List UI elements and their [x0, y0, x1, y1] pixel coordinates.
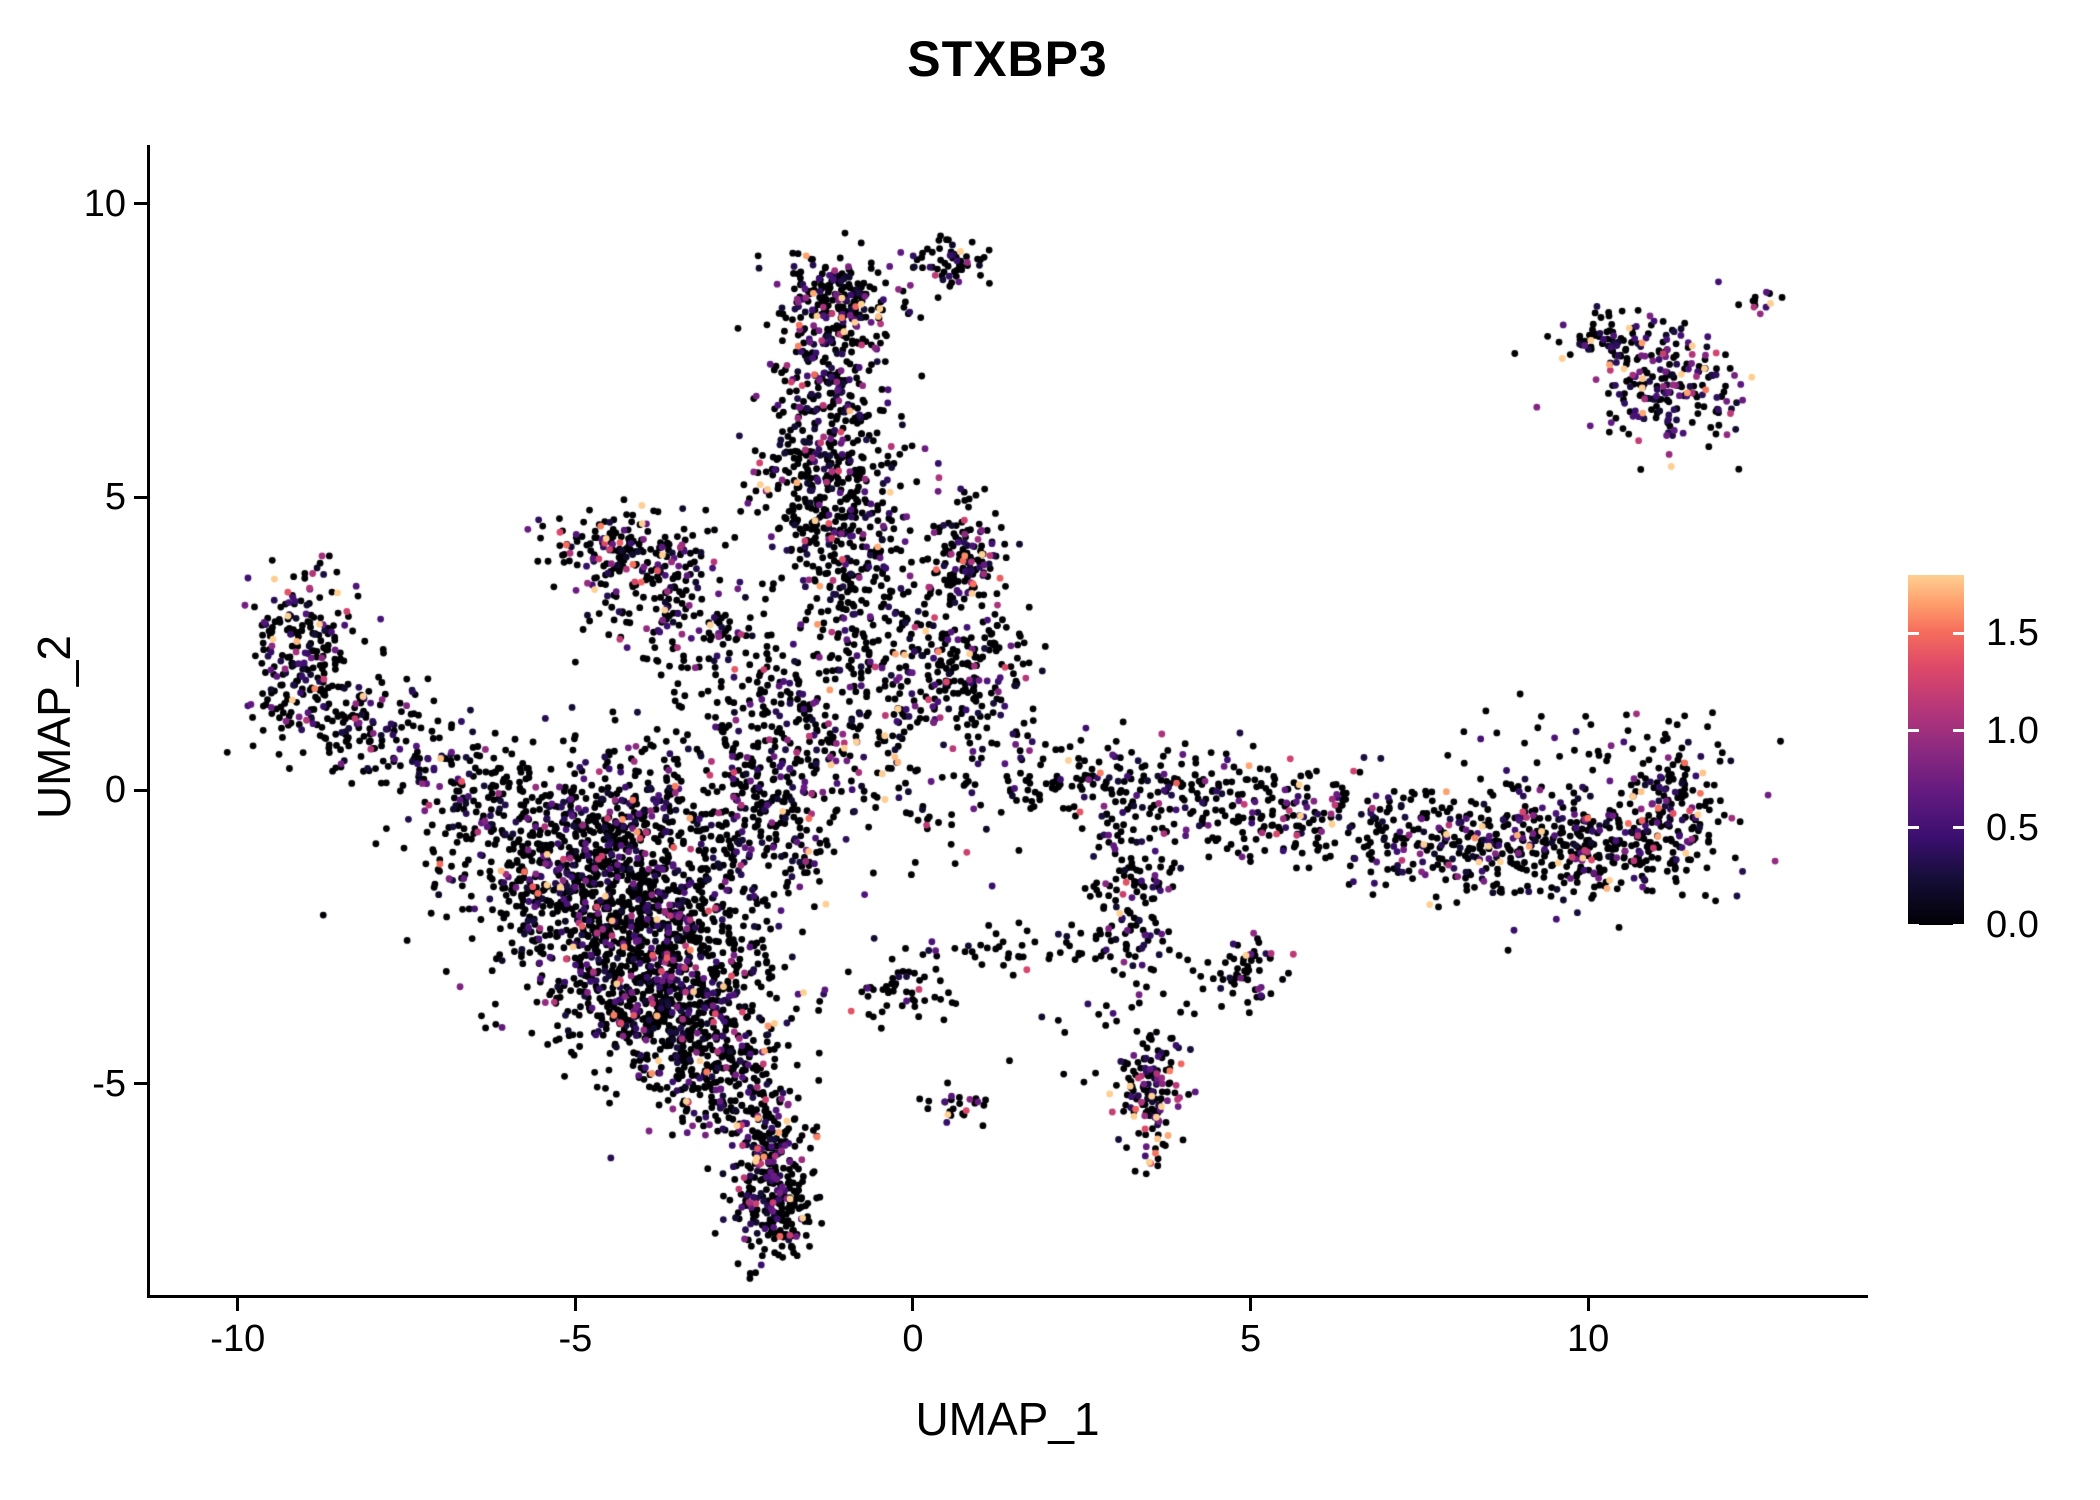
- x-tick-mark: [1586, 1298, 1590, 1311]
- colorbar-tick-label: 1.5: [1986, 612, 2039, 655]
- y-tick-label: 5: [104, 476, 126, 519]
- x-tick-label: 10: [1567, 1318, 1610, 1360]
- y-tick-mark: [134, 495, 147, 499]
- colorbar-tick-mark: [1953, 631, 1964, 635]
- y-tick-mark: [134, 1082, 147, 1086]
- x-tick-label: 0: [902, 1318, 924, 1360]
- colorbar-tick-mark: [1908, 923, 1919, 927]
- x-tick-mark: [573, 1298, 577, 1311]
- y-axis-line: [147, 145, 150, 1298]
- colorbar-tick-mark: [1908, 631, 1919, 635]
- colorbar-tick-label: 0.5: [1986, 806, 2039, 849]
- y-tick-label: -5: [92, 1062, 126, 1105]
- y-tick-mark: [134, 788, 147, 792]
- x-axis-title: UMAP_1: [915, 1393, 1100, 1445]
- x-tick-mark: [911, 1298, 915, 1311]
- x-axis-line: [147, 1295, 1868, 1298]
- x-tick-mark: [1249, 1298, 1253, 1311]
- colorbar-gradient: [1908, 575, 1964, 925]
- colorbar-tick-mark: [1908, 826, 1919, 830]
- colorbar-tick-label: 1.0: [1986, 709, 2039, 752]
- colorbar-tick-label: 0.0: [1986, 904, 2039, 946]
- y-axis-title: UMAP_2: [28, 634, 80, 820]
- colorbar-tick-mark: [1953, 826, 1964, 830]
- y-tick-label: 10: [83, 182, 126, 225]
- x-tick-label: -10: [210, 1318, 266, 1360]
- colorbar-tick-mark: [1953, 729, 1964, 733]
- y-tick-mark: [134, 202, 147, 206]
- colorbar-tick-mark: [1908, 729, 1919, 733]
- x-tick-mark: [236, 1298, 240, 1311]
- y-tick-label: 0: [104, 769, 126, 812]
- umap-scatter-canvas: [150, 145, 1865, 1295]
- plot-title: STXBP3: [907, 31, 1108, 87]
- x-tick-label: 5: [1239, 1318, 1262, 1360]
- colorbar-tick-mark: [1953, 923, 1964, 927]
- x-tick-label: -5: [558, 1318, 593, 1360]
